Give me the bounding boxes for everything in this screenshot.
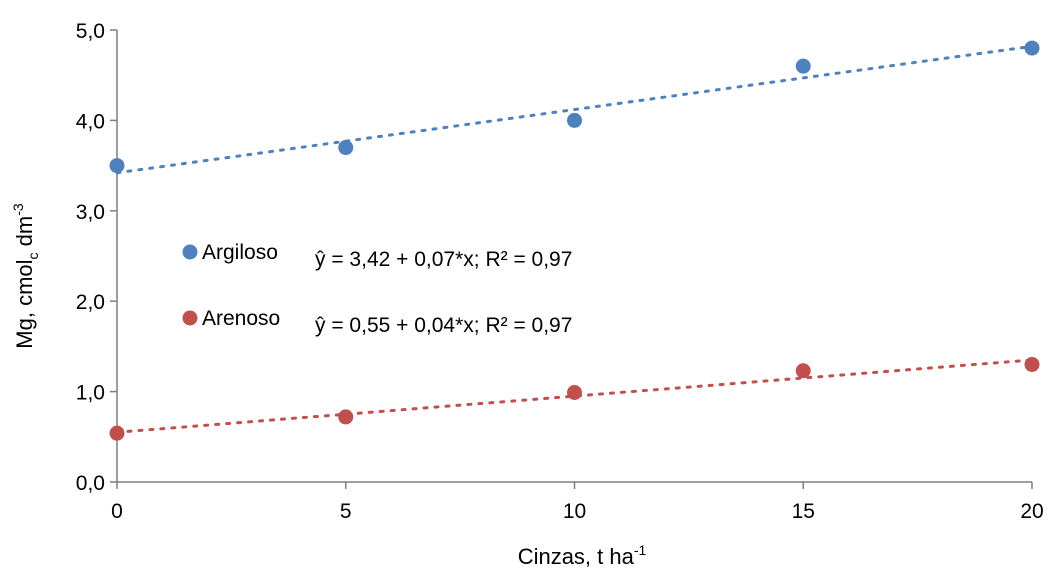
data-point-argiloso [567, 112, 582, 128]
x-axis-title: Cinzas, t ha-1 [518, 542, 647, 569]
equation-arenoso: ŷ = 0,55 + 0,04*x; R² = 0,97 [315, 314, 572, 337]
y-tick-label: 2,0 [76, 291, 105, 314]
axis-titles: Cinzas, t ha-1 Mg, cmolc dm-3 [10, 203, 647, 569]
legend-label-argiloso: Argiloso [202, 241, 278, 264]
data-point-arenoso [338, 409, 354, 425]
legend-label-arenoso: Arenoso [202, 307, 280, 330]
legend: Argiloso ŷ = 3,42 + 0,07*x; R² = 0,97 Aren… [182, 241, 572, 337]
y-axis-title-sub: c [25, 252, 41, 259]
data-point-argiloso [1024, 40, 1040, 56]
data-point-argiloso [109, 158, 125, 174]
x-tick-label: 20 [1020, 500, 1043, 523]
y-axis-title-sup: -3 [10, 203, 26, 216]
data-point-argiloso [338, 140, 354, 156]
x-axis-title-sup: -1 [634, 542, 647, 558]
axes: 0,0 1,0 2,0 3,0 4,0 5,0 0 5 10 15 20 [76, 20, 1044, 523]
y-axis-title-text: Mg, cmol [12, 259, 37, 348]
data-point-argiloso [795, 58, 811, 74]
legend-marker-arenoso [182, 310, 198, 326]
trendline-arenoso [115, 358, 1034, 434]
y-tick-label: 5,0 [76, 20, 105, 43]
x-tick-label: 5 [340, 500, 352, 523]
x-tick-label: 0 [111, 500, 123, 523]
y-tick-label: 0,0 [76, 472, 105, 495]
x-axis-title-text: Cinzas, t ha [518, 544, 635, 569]
y-axis-title: Mg, cmolc dm-3 [10, 203, 41, 349]
x-tick-label: 15 [792, 500, 815, 523]
data-point-arenoso [567, 385, 582, 401]
legend-marker-argiloso [182, 244, 198, 260]
trendline-argiloso [115, 44, 1034, 175]
data-point-arenoso [795, 363, 811, 379]
data-point-arenoso [109, 425, 125, 441]
y-tick-label: 4,0 [76, 110, 105, 133]
trendlines [115, 44, 1034, 434]
y-axis-title-mid: dm [12, 216, 37, 253]
data-points [109, 40, 1040, 441]
equation-argiloso: ŷ = 3,42 + 0,07*x; R² = 0,97 [315, 248, 572, 271]
x-tick-label: 10 [563, 500, 586, 523]
y-tick-label: 3,0 [76, 201, 105, 224]
data-point-arenoso [1024, 356, 1040, 372]
y-tick-label: 1,0 [76, 382, 105, 405]
